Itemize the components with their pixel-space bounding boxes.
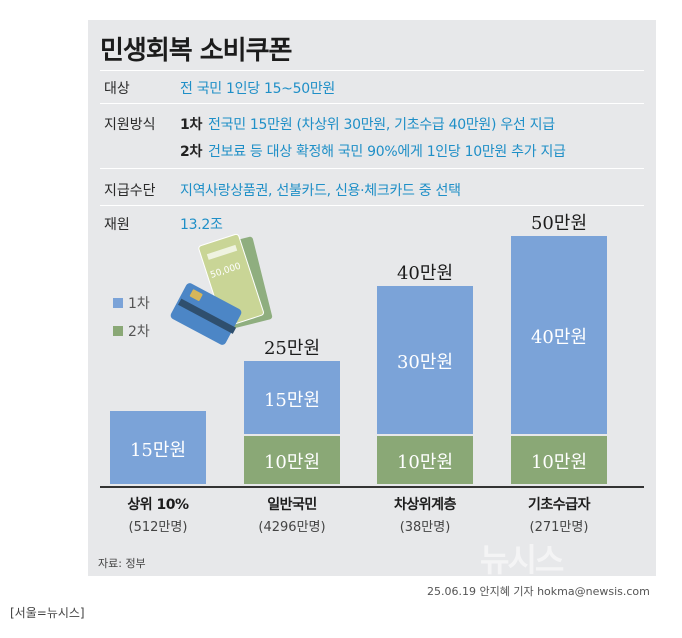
legend-label-round2: 2차 [128, 324, 150, 340]
legend-swatch-round1 [113, 298, 123, 308]
round2-text: 건보료 등 대상 확정해 국민 90%에게 1인당 10만원 추가 지급 [208, 144, 566, 160]
category-population-2: (38만명) [399, 520, 451, 535]
bar-value-label-round2-2: 10만원 [396, 452, 454, 473]
round1-text-row: 1차 전국민 15만원 (차상위 30만원, 기초수급 40만원) 우선 지급 [180, 114, 555, 134]
bar-total-label-1: 25만원 [263, 338, 321, 359]
round1-text: 전국민 15만원 (차상위 30만원, 기초수급 40만원) 우선 지급 [208, 117, 555, 133]
bar-round2-1 [244, 436, 340, 484]
bar-round1-2 [377, 286, 473, 434]
category-population-0: (512만명) [128, 520, 188, 535]
newsis-watermark: 뉴시스 [480, 541, 564, 579]
infographic-title: 민생회복 소비쿠폰 [100, 36, 292, 66]
target-label: 대상 [104, 81, 130, 97]
cash-and-card-illustration: 50,000 [170, 233, 273, 345]
category-population-3: (271만명) [529, 520, 589, 535]
dateline: [서울=뉴시스] [10, 606, 85, 620]
bar-value-label-round1-1: 15만원 [263, 389, 321, 411]
method-label: 지원방식 [104, 117, 156, 133]
chart-baseline [100, 486, 644, 488]
divider [100, 103, 644, 104]
bar-round2-3 [511, 436, 607, 484]
category-label-0: 상위 10% [127, 497, 189, 513]
bar-total-label-2: 40만원 [396, 263, 454, 284]
category-label-1: 일반국민 [267, 497, 317, 513]
bar-round1-3 [511, 236, 607, 434]
bar-round1-1 [244, 361, 340, 434]
divider [100, 70, 644, 71]
bar-round1-0 [110, 411, 206, 484]
bar-round2-2 [377, 436, 473, 484]
round2-label: 2차 [180, 144, 203, 160]
target-text: 전 국민 1인당 15~50만원 [180, 81, 335, 97]
category-label-2: 차상위계층 [394, 497, 456, 513]
bar-value-label-round2-1: 10만원 [263, 452, 321, 473]
legend-label-round1: 1차 [128, 296, 150, 312]
fund-label: 재원 [104, 217, 130, 233]
divider [100, 205, 644, 206]
divider [100, 168, 644, 169]
bar-value-label-round1-3: 40만원 [530, 327, 588, 348]
credit-card-icon [170, 283, 242, 345]
round1-label: 1차 [180, 117, 203, 133]
bar-total-label-3: 50만원 [530, 213, 588, 234]
fund-text: 13.2조 [180, 217, 223, 233]
legend-swatch-round2 [113, 326, 123, 336]
category-population-1: (4296만명) [258, 520, 326, 535]
bar-value-label-round2-3: 10만원 [530, 452, 588, 473]
category-label-3: 기초수급자 [528, 497, 590, 513]
bar-value-label-round1-2: 30만원 [396, 352, 454, 373]
means-text: 지역사랑상품권, 선불카드, 신용·체크카드 중 선택 [180, 183, 461, 199]
means-label: 지급수단 [104, 183, 156, 199]
bar-value-label-round1-0: 15만원 [129, 439, 187, 461]
round2-text-row: 2차 건보료 등 대상 확정해 국민 90%에게 1인당 10만원 추가 지급 [180, 141, 566, 161]
source-note: 자료: 정부 [98, 557, 146, 570]
reporter-credit: 25.06.19 안지혜 기자 hokma@newsis.com [427, 585, 650, 598]
